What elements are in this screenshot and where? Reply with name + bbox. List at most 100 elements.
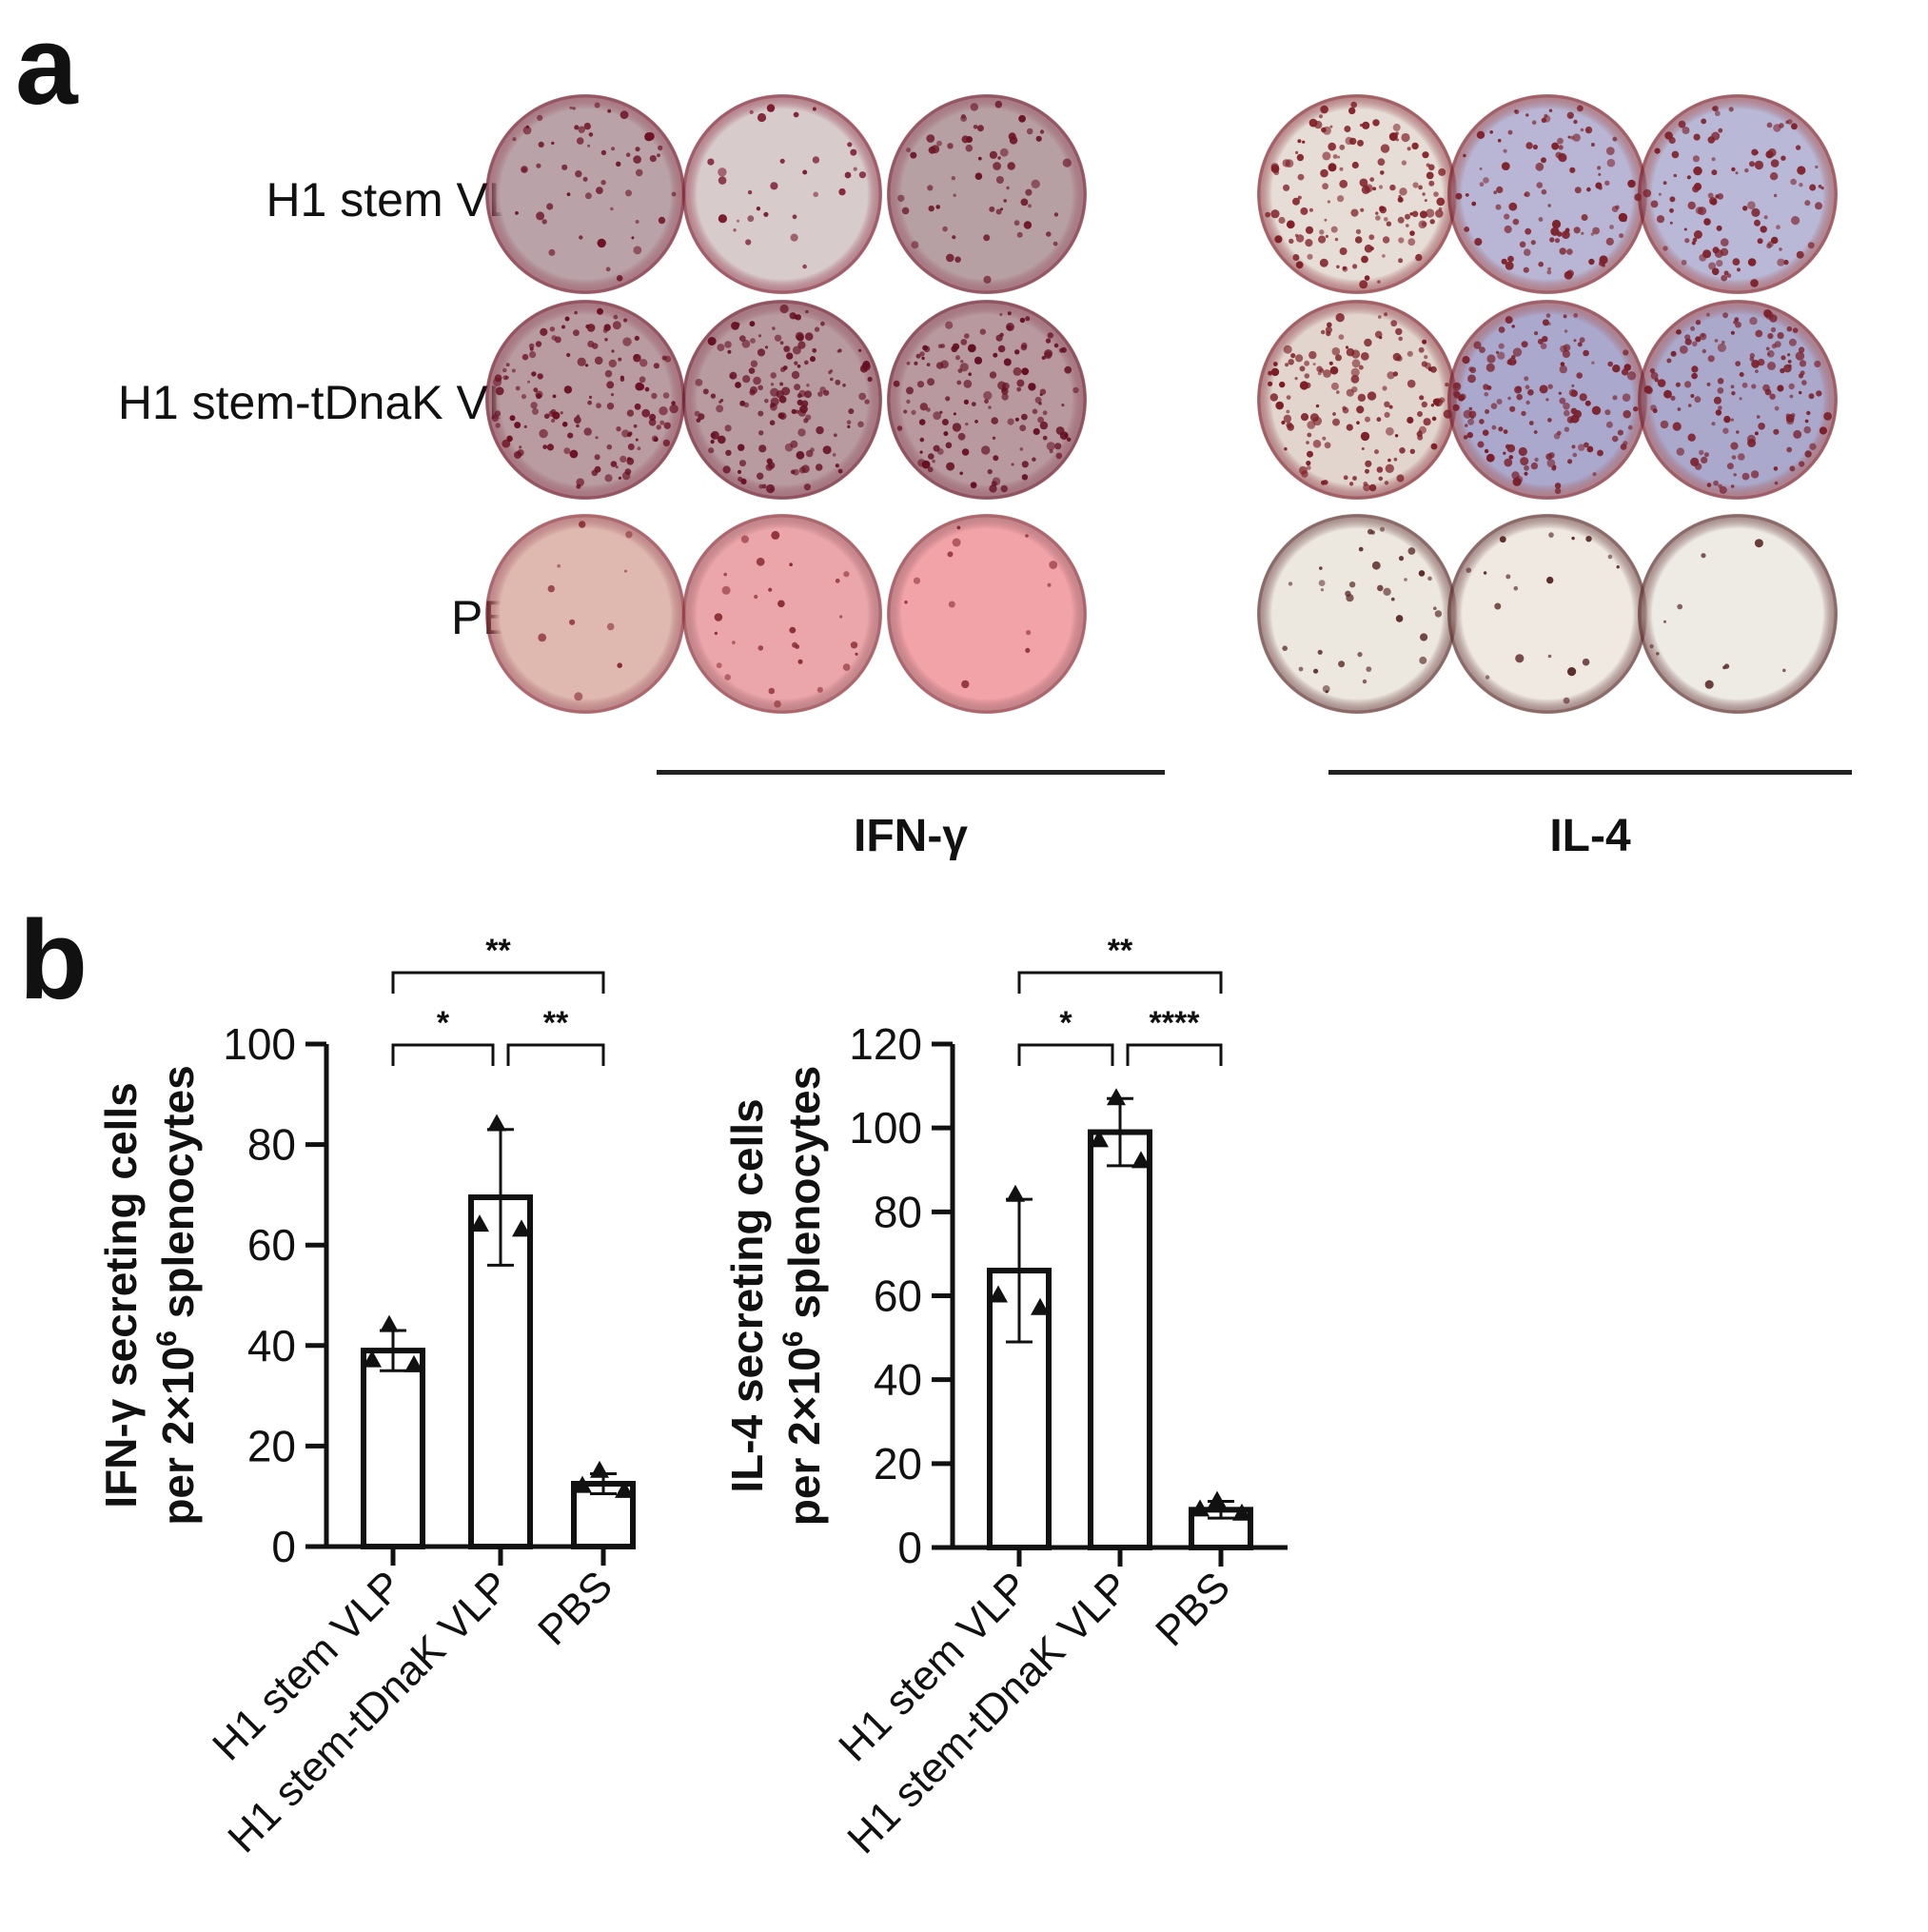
well-spot [1356,405,1365,414]
well-spot [1025,534,1029,538]
well-spot [1297,139,1302,144]
well-spot [1534,331,1539,336]
well-spot [1730,384,1735,389]
well-spot [780,366,786,372]
well-spot [1559,397,1566,404]
well-rim [887,514,1087,714]
panel-a-letter: a [15,3,78,128]
well-spot [1332,154,1338,159]
well-spot [1019,424,1027,432]
well-spot [718,435,726,444]
well-spot [658,145,663,151]
well-spot [1336,390,1340,394]
well-spot [1011,463,1014,466]
well-spot [1356,421,1360,425]
well-spot [816,686,823,693]
well-spot [1327,322,1332,328]
well-spot [1477,441,1485,448]
well-spot [794,361,798,365]
well-spot [1053,212,1059,217]
well-spot [1299,365,1306,372]
well-spot [1465,193,1469,197]
well-spot [1548,452,1555,459]
well-disc [682,94,882,294]
well-spot [521,394,527,400]
well-spot [1498,343,1505,349]
well-spot [1804,419,1809,424]
well-spot [1539,384,1548,394]
well-spot [569,106,573,109]
well-spot [976,125,984,132]
well-spot [1406,224,1409,227]
elispot-well [1257,94,1457,294]
well-spot [739,400,746,406]
well-spot [533,387,539,393]
well-spot [945,321,954,329]
well-spot [1419,656,1427,664]
well-spot [1269,393,1279,402]
well-spot [783,345,791,353]
well-spot [770,403,777,411]
well-spot [1490,403,1498,410]
well-spot [644,386,650,392]
well-spot [789,626,797,634]
well-spot [1345,590,1351,597]
well-spot [1660,420,1669,429]
well-spot [575,170,582,178]
well-spot [1751,148,1759,156]
well-spot [639,376,646,384]
well-spot [1663,620,1666,623]
well-spot [1557,137,1564,145]
well-spot [1322,183,1328,190]
well-spot [635,168,643,177]
well-spot [732,641,736,645]
well-spot [1754,160,1764,170]
well-spot [702,388,709,395]
well-spot [1563,314,1567,319]
well-spot [585,364,589,367]
well-spot [1773,466,1779,471]
well-spot [1749,161,1755,168]
well-spot [1534,457,1539,463]
well-spot [1536,182,1544,188]
well-spot [770,372,777,379]
well-spot [1711,422,1716,426]
well-spot [596,187,603,195]
well-spot [1546,576,1554,584]
well-spot [1538,261,1544,267]
well-spot [1717,378,1724,384]
well-spot [1348,582,1356,588]
well-spot [1736,430,1740,434]
well-spot [1751,384,1757,389]
well-spot [770,383,775,386]
well-spot [1711,267,1720,276]
well-spot [764,345,769,349]
well-spot [583,427,592,436]
well-spot [1749,352,1756,359]
well-spot [549,326,556,332]
group-label-ifn-gamma: IFN-γ [854,811,968,861]
well-spot [1758,423,1765,430]
well-spot [1382,236,1390,244]
well-spot [620,110,629,120]
well-spot [911,409,916,415]
well-spot [1701,456,1708,463]
well-spot [789,562,793,566]
well-spot [1795,351,1805,361]
well-spot [1027,204,1033,208]
well-spot [1386,426,1394,436]
well-spot [1612,136,1618,142]
well-spot [1020,344,1028,351]
well-spot [1760,226,1767,233]
well-spot [515,211,519,215]
elispot-well [887,94,1087,294]
well-spot [1499,536,1506,543]
well-spot [763,211,769,217]
data-point [1031,1297,1050,1315]
well-disc [1257,300,1457,500]
well-spot [724,424,732,432]
well-spot [1572,452,1578,458]
well-spot [1365,416,1370,423]
well-spot [567,432,574,439]
well-spot [669,404,679,414]
